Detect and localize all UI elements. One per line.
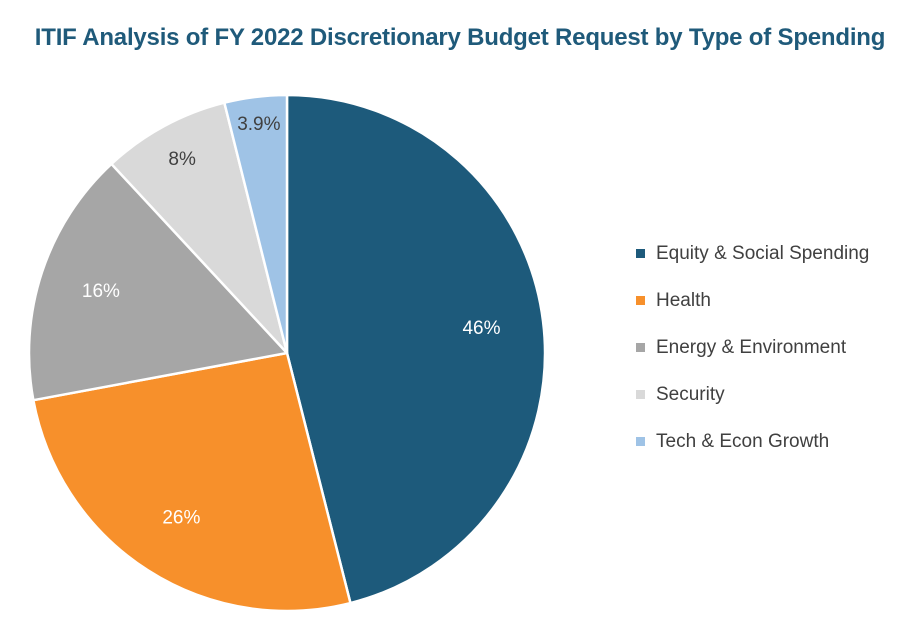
pie-slice-health — [32, 351, 352, 613]
legend-swatch — [636, 296, 645, 305]
legend-label: Tech & Econ Growth — [656, 430, 830, 452]
pie-slice-energy-environment — [27, 162, 289, 402]
data-label-security: 8% — [168, 149, 196, 170]
legend-item-tech-econ-growth: Tech & Econ Growth — [636, 418, 916, 465]
legend-label: Equity & Social Spending — [656, 242, 870, 264]
pie-data-labels: 46% 26% 16% 8% 3.9% — [82, 114, 501, 528]
legend-swatch — [636, 249, 645, 258]
legend-label: Security — [656, 383, 725, 405]
legend-swatch — [636, 390, 645, 399]
data-label-equity-social-spending: 46% — [462, 318, 500, 339]
legend-item-security: Security — [636, 371, 916, 418]
pie-slice-security — [110, 101, 289, 355]
legend-label: Health — [656, 289, 711, 311]
data-label-health: 26% — [162, 508, 200, 529]
legend-swatch — [636, 437, 645, 446]
pie-slice-tech-econ-growth — [223, 93, 289, 355]
legend-item-energy-environment: Energy & Environment — [636, 324, 916, 371]
legend-swatch — [636, 343, 645, 352]
legend-item-equity-social-spending: Equity & Social Spending — [636, 230, 916, 277]
data-label-tech-econ-growth: 3.9% — [237, 114, 280, 135]
legend-label: Energy & Environment — [656, 336, 847, 358]
pie-slice-equity-social-spending — [285, 93, 547, 605]
legend: Equity & Social Spending Health Energy &… — [636, 230, 916, 465]
data-label-energy-environment: 16% — [82, 281, 120, 302]
pie-slices — [27, 93, 547, 613]
chart-title: ITIF Analysis of FY 2022 Discretionary B… — [34, 24, 886, 51]
legend-item-health: Health — [636, 277, 916, 324]
